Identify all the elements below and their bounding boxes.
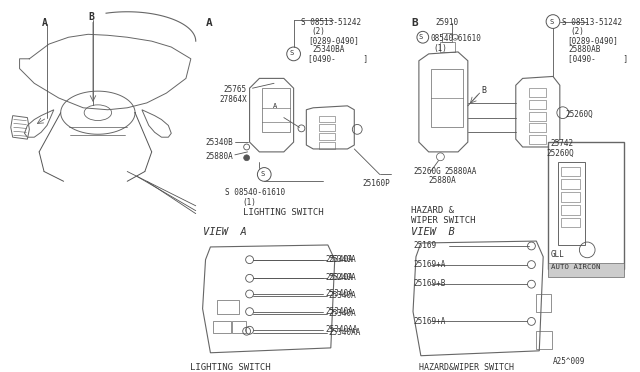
Text: 25169+A: 25169+A (413, 317, 445, 326)
Text: GLL: GLL (551, 250, 565, 259)
Text: A: A (273, 103, 277, 109)
Text: B: B (411, 17, 418, 28)
Bar (558, 162, 585, 245)
Bar (536, 331, 552, 349)
Text: LIGHTING SWITCH: LIGHTING SWITCH (189, 363, 270, 372)
Bar (561, 167, 580, 176)
Bar (319, 142, 335, 149)
Text: 25169: 25169 (413, 241, 436, 250)
Text: AUTO AIRCON: AUTO AIRCON (551, 264, 600, 270)
Bar (548, 142, 625, 269)
Text: HAZARD&WIPER SWITCH: HAZARD&WIPER SWITCH (419, 363, 514, 372)
Bar (217, 300, 239, 314)
Text: (2): (2) (571, 28, 584, 36)
Text: [0490-      ]: [0490- ] (308, 54, 369, 63)
Text: S: S (419, 34, 423, 40)
Text: S 08513-51242: S 08513-51242 (301, 17, 362, 27)
Text: 25880AB: 25880AB (568, 45, 601, 54)
Text: S: S (549, 19, 554, 25)
Text: LIGHTING SWITCH: LIGHTING SWITCH (243, 208, 323, 217)
Text: [0289-0490]: [0289-0490] (308, 36, 359, 45)
Text: B: B (481, 86, 486, 95)
Text: 25340A: 25340A (329, 309, 356, 318)
Text: 25340A: 25340A (326, 255, 354, 264)
Text: 25340AA: 25340AA (329, 328, 361, 337)
Bar (561, 218, 580, 227)
Text: S: S (260, 170, 264, 176)
Text: 25260Q: 25260Q (566, 110, 593, 119)
Bar (529, 124, 546, 132)
Text: 25340A: 25340A (326, 273, 354, 282)
Bar (431, 68, 463, 127)
Bar (536, 294, 551, 312)
Bar (319, 133, 335, 140)
Text: (1): (1) (243, 198, 257, 207)
Text: VIEW  B: VIEW B (411, 227, 455, 237)
Bar (213, 321, 231, 333)
Text: A: A (42, 17, 48, 28)
Text: 27864X: 27864X (220, 95, 247, 104)
Bar (548, 263, 625, 277)
Text: 25260G: 25260G (413, 167, 441, 176)
Bar (529, 88, 546, 97)
Text: [0289-0490]: [0289-0490] (568, 36, 618, 45)
Text: 25765: 25765 (223, 85, 246, 94)
Text: 25340BA: 25340BA (312, 45, 344, 54)
Text: 25340A: 25340A (326, 307, 354, 316)
Text: 25880AA: 25880AA (444, 167, 477, 176)
Text: 25880A: 25880A (205, 152, 233, 161)
Bar (319, 125, 335, 131)
Text: A: A (205, 17, 212, 28)
Text: VIEW  A: VIEW A (203, 227, 246, 237)
Bar (442, 33, 452, 42)
Text: 25340A: 25340A (329, 255, 356, 264)
Bar (561, 205, 580, 215)
Text: A25^009: A25^009 (553, 357, 586, 366)
Text: HAZARD &: HAZARD & (411, 206, 454, 215)
Bar (529, 100, 546, 109)
Text: 25260Q: 25260Q (546, 149, 574, 158)
Text: 25880A: 25880A (429, 176, 456, 185)
Bar (529, 112, 546, 121)
Text: S 08513-51242: S 08513-51242 (562, 17, 622, 27)
Bar (232, 321, 246, 333)
Bar (529, 135, 546, 144)
Text: (2): (2) (311, 28, 325, 36)
Text: S 08540-61610: S 08540-61610 (225, 188, 285, 197)
Text: 25169+A: 25169+A (413, 260, 445, 269)
Text: 25340AA: 25340AA (326, 326, 358, 334)
Bar (262, 88, 290, 132)
Bar (319, 116, 335, 122)
Bar (561, 192, 580, 202)
Bar (561, 179, 580, 189)
Text: S: S (290, 50, 294, 56)
Text: B: B (88, 12, 94, 22)
Text: 25169+B: 25169+B (413, 279, 445, 288)
Text: [0490-      ]: [0490- ] (568, 54, 628, 63)
Bar (440, 42, 455, 52)
Text: 25240A: 25240A (329, 273, 356, 282)
Text: (1): (1) (433, 44, 447, 53)
Text: 25340A: 25340A (329, 291, 356, 300)
Text: 25340B: 25340B (205, 138, 233, 147)
Circle shape (244, 155, 250, 161)
Text: 08540-61610: 08540-61610 (431, 34, 481, 43)
Text: 25910: 25910 (436, 17, 459, 27)
Text: 25340A: 25340A (326, 289, 354, 298)
Text: WIPER SWITCH: WIPER SWITCH (411, 216, 476, 225)
Text: 25160P: 25160P (362, 179, 390, 188)
Text: 25742: 25742 (550, 139, 573, 148)
